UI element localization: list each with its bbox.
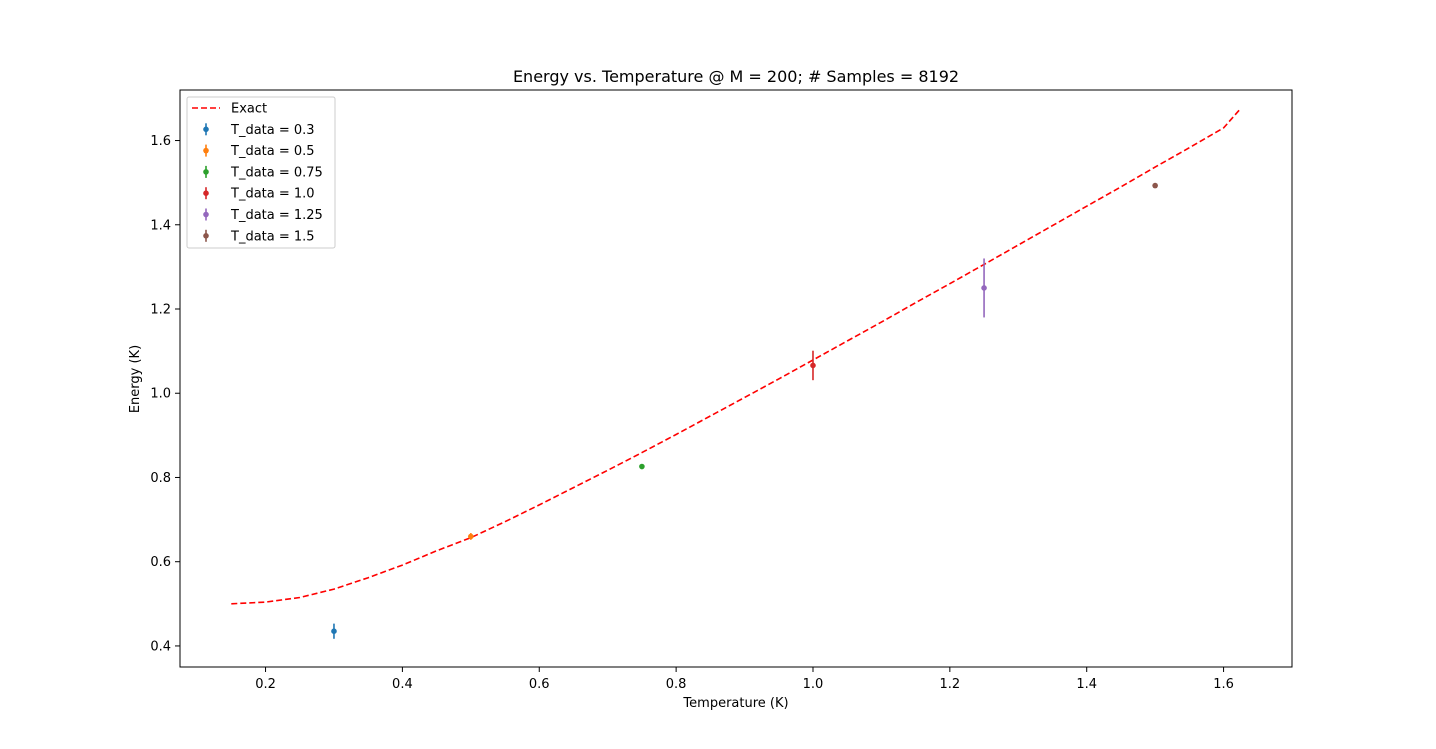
legend-swatch-marker-3	[203, 190, 209, 196]
y-tick-label: 1.0	[150, 387, 171, 402]
legend-swatch-marker-0	[203, 126, 209, 133]
y-tick-label: 0.8	[150, 471, 171, 486]
legend-label-exact: Exact	[231, 102, 267, 117]
legend-label-1: T_data = 0.5	[230, 144, 315, 159]
x-tick-label: 0.2	[255, 677, 276, 692]
series-line-exact	[231, 107, 1242, 605]
x-tick-label: 0.4	[392, 677, 413, 692]
x-tick-label: 1.0	[803, 677, 824, 692]
y-tick-label: 1.2	[150, 303, 171, 318]
legend-label-0: T_data = 0.3	[230, 123, 315, 138]
legend-swatch-marker-5	[203, 233, 209, 239]
legend-swatch-marker-1	[203, 147, 209, 154]
legend: Exact T_data = 0.3 T_data = 0.5 T_data = 0.…	[186, 96, 336, 249]
x-tick-label: 0.8	[666, 677, 687, 692]
y-axis-label: Energy (K)	[128, 345, 143, 413]
legend-box	[186, 96, 336, 249]
chart-title: Energy vs. Temperature @ M = 200; # Samp…	[513, 67, 959, 86]
data-point-4	[981, 285, 987, 291]
y-tick-label: 1.4	[150, 218, 171, 233]
axes-frame	[179, 89, 1293, 668]
x-tick-label: 1.2	[940, 677, 961, 692]
legend-label-2: T_data = 0.75	[230, 165, 323, 180]
data-point-0	[331, 628, 337, 635]
data-point-3	[810, 362, 816, 369]
y-tick-label: 0.4	[150, 639, 171, 654]
legend-label-5: T_data = 1.5	[230, 229, 315, 244]
x-tick-label: 1.6	[1213, 677, 1234, 692]
data-point-5	[1152, 182, 1158, 189]
legend-swatch-marker-4	[203, 211, 209, 218]
legend-label-3: T_data = 1.0	[230, 187, 315, 202]
data-point-2	[639, 463, 645, 470]
data-point-1	[468, 533, 474, 540]
plot-area: 0.2 0.4 0.6 0.8 1.0 1.2 1.4 1.6 0.4 0.6 0.8 1.0 1.2 1…	[150, 89, 1293, 692]
y-tick-label: 1.6	[150, 134, 171, 149]
x-tick-label: 0.6	[529, 677, 550, 692]
y-tick-label: 0.6	[150, 555, 171, 570]
legend-swatch-marker-2	[203, 169, 209, 175]
x-axis-label: Temperature (K)	[682, 696, 788, 711]
x-tick-label: 1.4	[1076, 677, 1097, 692]
legend-label-4: T_data = 1.25	[230, 208, 323, 223]
